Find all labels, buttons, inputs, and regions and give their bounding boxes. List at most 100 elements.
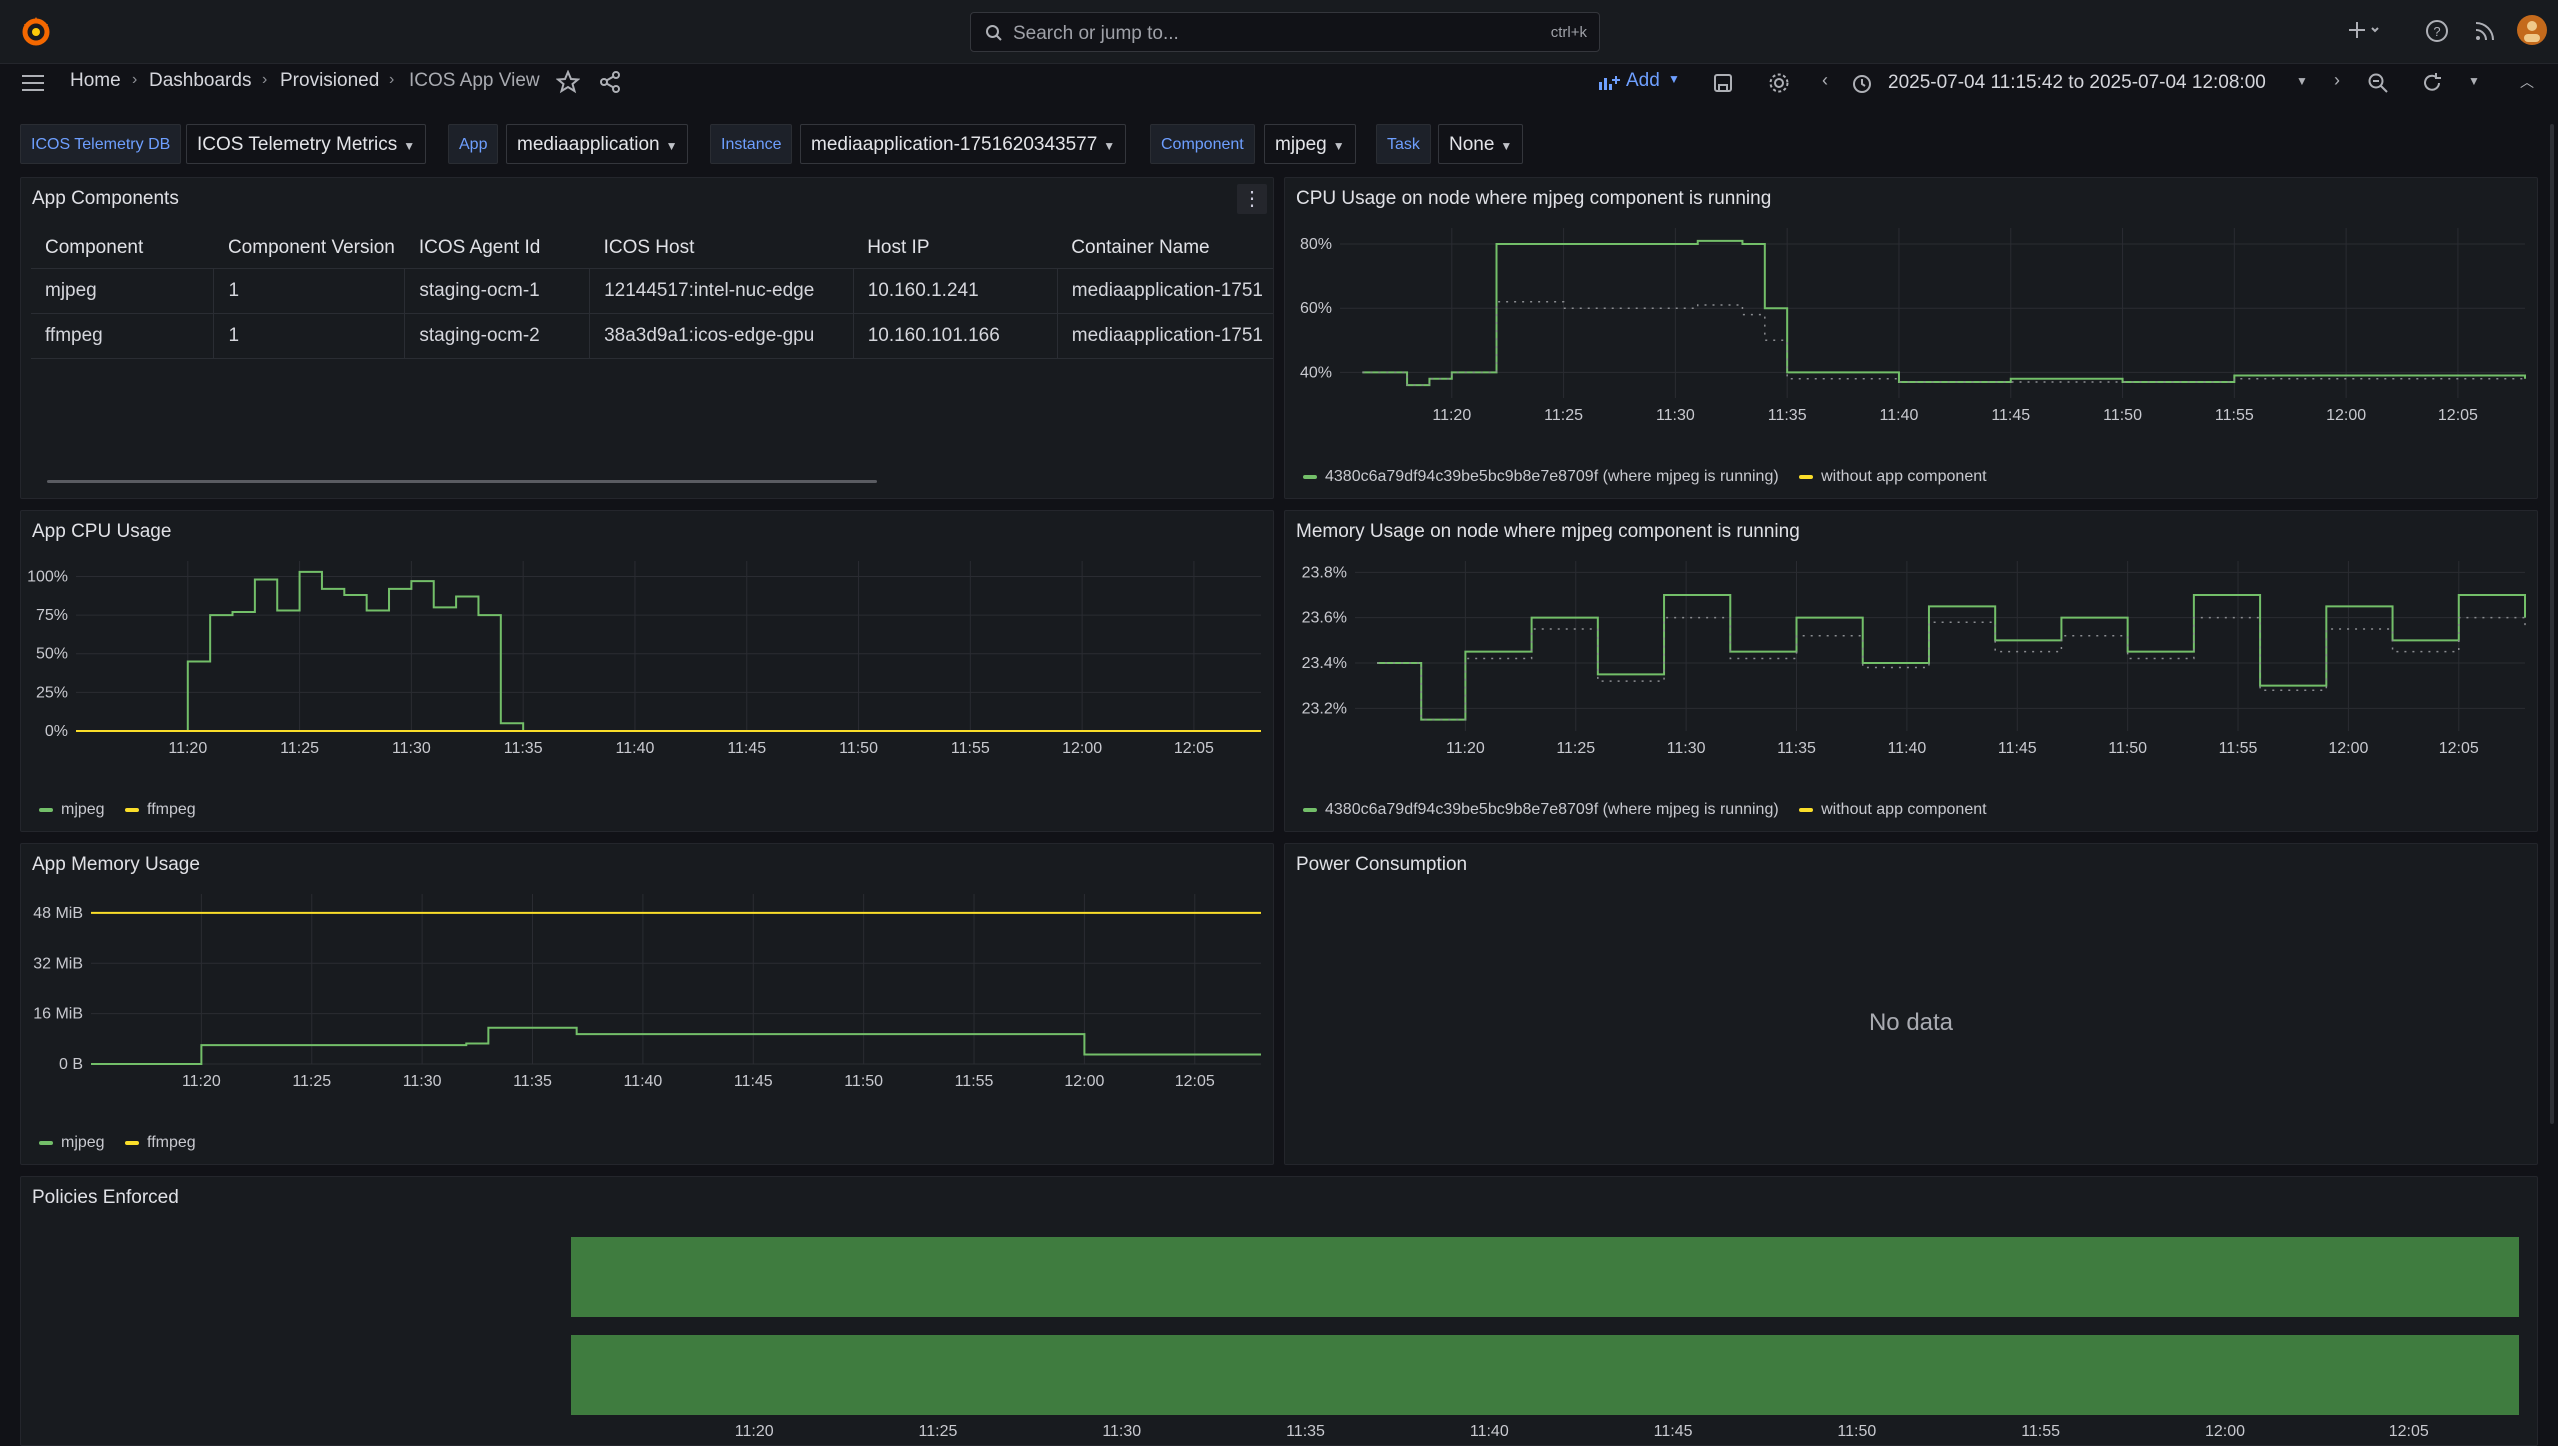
collapse-chevron-up-icon[interactable]: ︿ [2520,74,2534,90]
x-tick-label: 12:05 [2439,740,2479,757]
x-tick-label: 11:45 [734,1073,773,1090]
refresh-interval-chevron-icon[interactable]: ▼ [2468,74,2480,88]
help-icon[interactable]: ? [2424,18,2450,44]
menu-icon[interactable] [20,72,46,94]
power-consumption-panel: Power Consumption No data [1284,843,2538,1165]
x-tick-label: 11:40 [1887,740,1926,757]
breadcrumb-dashboards[interactable]: Dashboards [149,70,252,91]
chevron-down-icon: ▼ [1500,139,1513,153]
legend-swatch [1303,807,1317,812]
refresh-icon[interactable] [2421,72,2443,94]
x-tick-label: 12:00 [2328,740,2368,757]
legend-item[interactable]: ffmpeg [125,1134,196,1151]
page-scrollbar[interactable] [2550,124,2554,1124]
breadcrumb-provisioned[interactable]: Provisioned [280,70,380,91]
new-plus-icon[interactable] [2348,18,2382,44]
legend-swatch [1799,807,1814,812]
time-back-chevron-icon[interactable]: ‹ [1822,70,1828,90]
app-memory-chart[interactable]: 11:20 11:25 11:30 11:35 11:40 11:45 11:50 11:55… [21,884,1275,1124]
component-variable-select[interactable]: mjpeg ▼ [1264,124,1356,164]
legend-item[interactable]: 4380c6a79df94c39be5bc9b8e7e8709f (where … [1303,801,1779,818]
x-tick-label: 11:30 [1667,740,1706,757]
top-bar: Search or jump to... ctrl+k ? [0,0,2558,64]
series-line [91,1026,1261,1065]
y-tick-label: 60% [1300,300,1332,317]
task-variable-select[interactable]: None ▼ [1438,124,1524,164]
legend-label: without app component [1821,468,1987,485]
panel-menu-icon[interactable]: ⋮ [1237,184,1267,214]
policy-state-bar[interactable] [571,1237,2519,1317]
y-tick-label: 23.6% [1302,610,1347,627]
component-variable-label: Component [1150,124,1255,164]
breadcrumb-separator: › [262,71,268,88]
legend-item[interactable]: mjpeg [39,801,105,818]
table-cell: mjpeg [31,268,214,314]
column-header[interactable]: ICOS Host [589,228,854,269]
app-cpu-chart[interactable]: 11:20 11:25 11:30 11:35 11:40 11:45 11:50 11:55… [21,551,1275,791]
chevron-down-icon: ▼ [1668,72,1680,86]
x-tick-label: 11:20 [1432,407,1471,424]
search-input[interactable]: Search or jump to... ctrl+k [970,12,1600,52]
column-header[interactable]: Container Name [1057,228,1273,269]
save-icon[interactable] [1712,72,1734,94]
star-icon[interactable] [556,70,580,94]
legend-label: ffmpeg [147,1134,196,1151]
cpu-node-chart[interactable]: 11:20 11:25 11:30 11:35 11:40 11:45 11:50 11:55… [1285,218,2539,458]
x-tick-label: 12:00 [2204,1423,2245,1440]
y-tick-label: 40% [1300,364,1332,381]
time-range-label: 2025-07-04 11:15:42 to 2025-07-04 12:08:… [1888,72,2266,93]
app-variable-label: App [448,124,499,164]
x-tick-label: 12:00 [1062,740,1102,757]
share-icon[interactable] [598,70,622,94]
x-tick-label: 11:35 [1777,740,1816,757]
x-tick-label: 11:25 [918,1423,958,1440]
policy-state-bar[interactable] [571,1335,2519,1415]
memory-node-chart[interactable]: 11:20 11:25 11:30 11:35 11:40 11:45 11:50 11:55… [1285,551,2539,791]
chevron-down-icon: ▼ [665,139,678,153]
x-tick-label: 11:25 [1544,407,1583,424]
legend-item[interactable]: without app component [1799,801,1987,818]
legend-item[interactable]: 4380c6a79df94c39be5bc9b8e7e8709f (where … [1303,468,1779,485]
datasource-variable-label: ICOS Telemetry DB [20,124,182,164]
search-placeholder: Search or jump to... [1013,23,1179,44]
column-header[interactable]: Component Version [213,228,405,269]
x-tick-label: 11:40 [616,740,655,757]
datasource-variable-select[interactable]: ICOS Telemetry Metrics ▼ [186,124,427,164]
x-tick-label: 11:25 [1556,740,1595,757]
breadcrumb-home[interactable]: Home [70,70,121,91]
no-data-message: No data [1868,1009,1954,1036]
legend-item[interactable]: without app component [1799,468,1987,485]
series-line [1362,239,2526,387]
legend-item[interactable]: mjpeg [39,1134,105,1151]
series-line [1377,616,2526,721]
x-tick-label: 11:30 [403,1073,442,1090]
x-tick-label: 11:20 [734,1423,774,1440]
instance-variable-select[interactable]: mediaapplication-1751620343577 ▼ [800,124,1127,164]
chart-legend: 4380c6a79df94c39be5bc9b8e7e8709f (where … [1303,801,2003,819]
panel-title: Power Consumption [1296,854,1468,875]
legend-item[interactable]: ffmpeg [125,801,196,818]
app-variable-select[interactable]: mediaapplication ▼ [506,124,689,164]
horizontal-scrollbar[interactable] [47,480,877,483]
x-tick-label: 11:50 [1837,1423,1877,1440]
app-components-panel: App Components ⋮ Component Component Ver… [20,177,1274,499]
instance-variable-label: Instance [710,124,793,164]
component-variable-value: mjpeg [1275,134,1327,155]
y-tick-label: 50% [36,646,68,663]
x-tick-label: 11:50 [844,1073,883,1090]
time-forward-chevron-icon[interactable]: › [2334,70,2340,90]
column-header[interactable]: ICOS Agent Id [404,228,590,269]
news-rss-icon[interactable] [2472,18,2498,44]
x-tick-label: 12:05 [2438,407,2478,424]
x-tick-label: 11:35 [1768,407,1807,424]
column-header[interactable]: Component [31,228,214,269]
column-header[interactable]: Host IP [853,228,1058,269]
x-tick-label: 11:20 [1446,740,1485,757]
grafana-logo-icon[interactable] [18,14,54,50]
settings-gear-icon[interactable] [1768,72,1790,94]
datasource-variable-value: ICOS Telemetry Metrics [197,134,398,155]
app-components-table: Component Component Version ICOS Agent I… [31,228,1273,359]
zoom-out-icon[interactable] [2367,72,2389,94]
y-tick-label: 25% [36,684,68,701]
user-avatar[interactable] [2516,14,2548,46]
